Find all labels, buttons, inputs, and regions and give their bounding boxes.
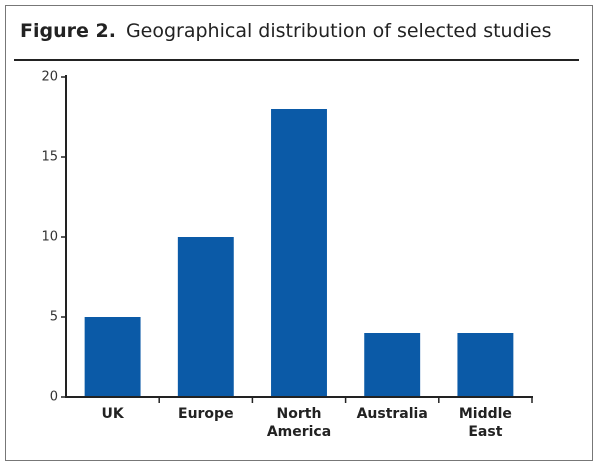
x-tick-label: Australia xyxy=(356,406,428,422)
figure-frame xyxy=(5,5,593,461)
x-tick-label: North America xyxy=(266,406,332,440)
x-tick-label: Middle East xyxy=(458,406,512,440)
bar xyxy=(271,109,327,397)
y-tick-label: 20 xyxy=(41,70,58,85)
bar xyxy=(177,237,234,397)
bar xyxy=(84,317,141,397)
y-tick-label: 15 xyxy=(41,150,58,165)
title-rule xyxy=(14,59,579,61)
x-tick-label: Europe xyxy=(178,406,234,422)
figure-label: Figure 2. xyxy=(20,20,116,42)
x-tick-label: UK xyxy=(101,406,124,422)
y-tick-label: 0 xyxy=(50,390,58,405)
y-tick-label: 5 xyxy=(50,310,58,325)
bar xyxy=(364,333,421,397)
bar xyxy=(457,333,514,397)
figure-title: Figure 2. Geographical distribution of se… xyxy=(20,20,552,42)
y-tick-label: 10 xyxy=(41,230,58,245)
chart-title: Geographical distribution of selected st… xyxy=(125,20,552,42)
